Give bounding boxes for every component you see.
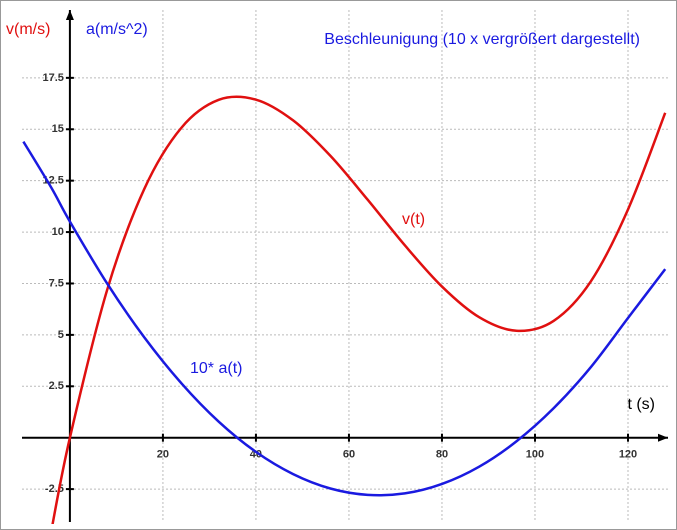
chart-title: Beschleunigung (10 x vergrößert dargeste… <box>324 31 640 48</box>
x-tick-label: 100 <box>526 449 544 461</box>
x-tick-label: 60 <box>343 449 355 461</box>
y-tick-label: 5 <box>58 329 64 341</box>
x-tick-label: 40 <box>250 449 262 461</box>
series-line <box>51 95 667 524</box>
y2-axis-label: a(m/s^2) <box>86 21 148 38</box>
y-axis-label: v(m/s) <box>6 21 50 38</box>
y-tick-label: 2.5 <box>49 380 64 392</box>
x-tick-label: 120 <box>619 449 637 461</box>
series-label: v(t) <box>402 211 425 228</box>
y-tick-label: 17.5 <box>42 72 63 84</box>
series-label: 10* a(t) <box>190 360 242 377</box>
axis-arrow <box>65 10 74 20</box>
y-tick-label: 15 <box>52 123 64 135</box>
x-tick-label: 20 <box>157 449 169 461</box>
x-axis-label: t (s) <box>627 396 655 413</box>
y-tick-label: 10 <box>52 226 64 238</box>
grid <box>22 10 668 522</box>
axis-arrow <box>658 433 668 442</box>
x-tick-label: 80 <box>436 449 448 461</box>
y-tick-label: 7.5 <box>49 277 64 289</box>
series-line <box>22 140 667 497</box>
curves <box>22 95 667 524</box>
